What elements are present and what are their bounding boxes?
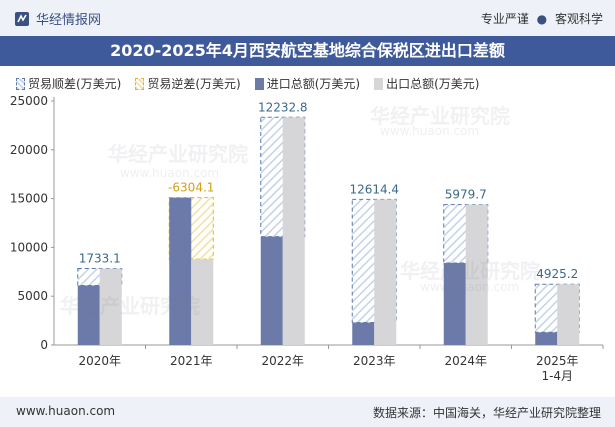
import-bar — [169, 197, 192, 345]
import-bar — [260, 236, 283, 345]
footer-url[interactable]: www.huaon.com — [16, 404, 116, 418]
slogan-right: 客观科学 — [554, 12, 603, 26]
slogan-dot-icon: ● — [536, 12, 548, 26]
x-tick-label: 2024年 — [444, 354, 487, 368]
legend-label-export: 出口总额(万美元) — [386, 77, 480, 91]
legend-swatch-deficit — [135, 77, 145, 90]
x-tick-label: 2022年 — [261, 354, 304, 368]
balance-data-label: 12614.4 — [349, 182, 399, 196]
logo-text: 华经情报网 — [36, 13, 102, 28]
legend-item-surplus[interactable]: 贸易顺差(万美元) — [16, 75, 121, 92]
legend-label-deficit: 贸易逆差(万美元) — [147, 77, 241, 91]
legend-label-surplus: 贸易顺差(万美元) — [28, 77, 122, 91]
y-tick-label: 15000 — [10, 192, 48, 206]
site-logo[interactable]: 华经情报网 — [14, 9, 101, 28]
legend-label-import: 进口总额(万美元) — [266, 77, 361, 91]
export-bar — [99, 268, 122, 345]
export-bar — [465, 204, 488, 345]
y-tick-label: 10000 — [10, 240, 48, 254]
balance-data-label: 12232.8 — [258, 100, 308, 114]
x-tick-label: 2021年 — [170, 354, 213, 368]
y-tick-label: 20000 — [10, 143, 48, 157]
logo-icon — [15, 11, 29, 26]
legend-item-deficit[interactable]: 贸易逆差(万美元) — [135, 75, 241, 92]
legend-item-import[interactable]: 进口总额(万美元) — [254, 75, 361, 92]
export-bar — [282, 117, 305, 345]
legend-item-export[interactable]: 出口总额(万美元) — [374, 75, 480, 92]
x-tick-label: 2025年 — [536, 354, 579, 368]
import-bar — [535, 332, 558, 345]
legend-swatch-import — [254, 77, 264, 90]
legend-swatch-export — [374, 77, 384, 90]
footer-source: 数据来源：中国海关，华经产业研究院整理 — [372, 406, 601, 420]
export-bar — [557, 284, 580, 345]
legend-swatch-surplus — [16, 77, 25, 90]
slogan: 专业严谨 ● 客观科学 — [481, 10, 603, 27]
balance-data-label: 1733.1 — [79, 252, 121, 266]
slogan-left: 专业严谨 — [480, 12, 529, 26]
import-bar — [352, 322, 375, 345]
x-tick-label: 2023年 — [353, 354, 396, 368]
title-bar: 2020-2025年4月西安航空基地综合保税区进出口差额 — [0, 36, 615, 66]
y-tick-label: 25000 — [10, 94, 48, 108]
x-tick-label: 1-4月 — [541, 369, 573, 383]
chart-legend: 贸易顺差(万美元) 贸易逆差(万美元) 进口总额(万美元) 出口总额(万美元) — [16, 75, 494, 92]
balance-data-label: 5979.7 — [445, 188, 487, 202]
export-bar — [374, 199, 397, 345]
x-tick-label: 2020年 — [78, 354, 121, 368]
footer: www.huaon.com 数据来源：中国海关，华经产业研究院整理 — [0, 397, 615, 427]
y-tick-label: 0 — [40, 338, 48, 352]
top-bar: 华经情报网 专业严谨 ● 客观科学 — [0, 0, 615, 36]
import-bar — [77, 285, 100, 345]
chart-canvas: 0 5000 10000 15000 20000 25000 1733.1 2020年 -630… — [10, 94, 604, 383]
chart-title: 2020-2025年4月西安航空基地综合保税区进出口差额 — [110, 41, 505, 60]
export-bar — [191, 259, 214, 345]
balance-data-label: 4925.2 — [536, 267, 578, 281]
balance-data-label: -6304.1 — [168, 181, 214, 195]
import-bar — [443, 263, 466, 345]
y-tick-label: 5000 — [17, 289, 48, 303]
